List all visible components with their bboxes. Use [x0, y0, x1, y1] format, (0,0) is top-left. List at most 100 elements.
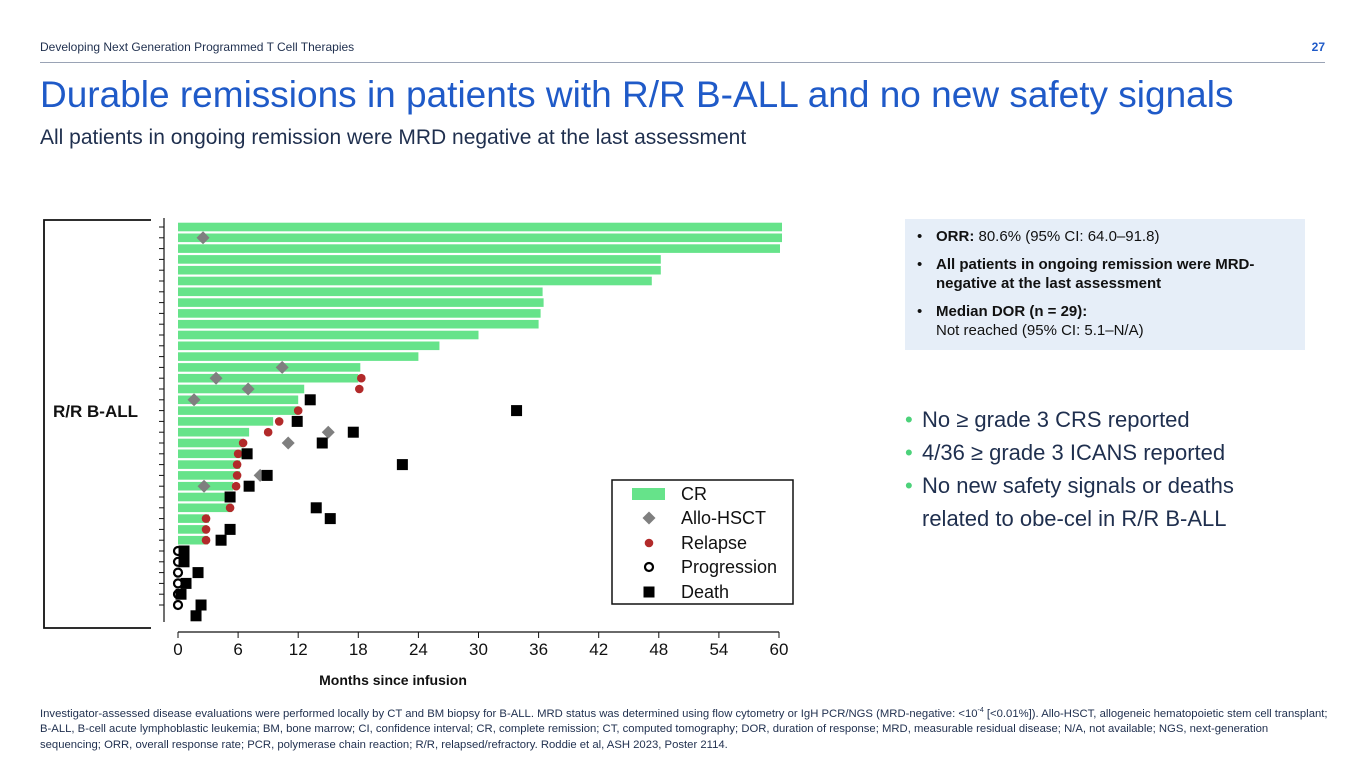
bullet-icon: • — [917, 303, 923, 320]
legend-progression-swatch — [643, 561, 655, 573]
death-marker — [511, 405, 523, 417]
x-tick-label: 36 — [529, 640, 548, 659]
progression-marker — [172, 599, 184, 611]
dor-bullet: • Median DOR (n = 29): Not reached (95% … — [917, 302, 1291, 340]
cr-bar — [178, 363, 361, 372]
cr-bar — [178, 287, 543, 297]
allo-hsct-marker — [321, 425, 335, 439]
death-marker — [324, 513, 336, 525]
cr-bar — [178, 417, 274, 426]
x-tick-label: 60 — [770, 640, 789, 659]
cr-bar — [178, 244, 781, 253]
legend-label: Death — [681, 582, 729, 602]
x-tick-label: 24 — [409, 640, 428, 659]
group-bracket-line — [43, 219, 151, 629]
relapse-marker — [263, 427, 273, 437]
safety-text: 4/36 ≥ grade 3 ICANS reported — [922, 440, 1226, 465]
cr-bar — [178, 265, 661, 275]
death-marker — [215, 534, 227, 546]
death-marker — [243, 480, 255, 492]
death-marker — [310, 502, 322, 514]
cr-bar — [178, 255, 661, 264]
death-marker — [261, 469, 273, 481]
safety-item-crs: • No ≥ grade 3 CRS reported — [905, 403, 1282, 436]
death-marker — [180, 577, 192, 589]
legend-label: CR — [681, 484, 707, 504]
death-marker — [316, 437, 328, 449]
legend-cr-swatch — [632, 488, 665, 500]
safety-item-icans: • 4/36 ≥ grade 3 ICANS reported — [905, 436, 1282, 469]
cr-bar — [178, 492, 234, 502]
orr-label: ORR: — [936, 228, 975, 245]
legend-label: Relapse — [681, 533, 747, 553]
cr-bar — [178, 449, 243, 459]
cr-bar — [178, 298, 544, 307]
response-summary-box: • ORR: 80.6% (95% CI: 64.0–91.8) • All p… — [905, 219, 1305, 350]
chart-axes: 0 6 12 18 24 30 36 42 48 54 60 Months since infusio… — [159, 218, 788, 688]
cr-bar — [178, 373, 359, 383]
dor-label: Median DOR (n = 29): — [936, 303, 1088, 320]
relapse-marker — [232, 460, 242, 469]
death-marker — [190, 610, 202, 622]
footnote-part1: Investigator-assessed disease evaluation… — [40, 707, 978, 720]
group-bracket: R/R B-ALL — [43, 219, 151, 629]
relapse-marker — [201, 514, 211, 523]
cr-bar — [178, 309, 541, 318]
x-tick-label: 48 — [649, 640, 668, 659]
dor-value: Not reached (95% CI: 5.1–N/A) — [936, 322, 1144, 339]
cr-bars — [178, 222, 783, 545]
cr-bar — [178, 460, 241, 469]
cr-bar — [178, 330, 479, 340]
header-divider — [40, 62, 1325, 63]
footnote-part2: [<0.01%]). Allo-HSCT, allogeneic hematop… — [40, 707, 1328, 751]
bullet-icon: • — [905, 407, 913, 432]
relapse-marker — [233, 449, 243, 459]
cr-bar — [178, 341, 440, 351]
cr-bar — [178, 438, 245, 448]
relapse-marker — [232, 471, 242, 480]
cr-bar — [178, 514, 210, 523]
allo-hsct-marker — [197, 479, 211, 493]
death-marker — [396, 459, 408, 471]
x-tick-label: 42 — [589, 640, 608, 659]
chart-legend: CR Allo-HSCT Relapse Progression Death — [611, 479, 794, 605]
x-tick-label: 0 — [173, 640, 182, 659]
group-label: R/R B-ALL — [53, 402, 138, 421]
event-markers — [172, 231, 523, 622]
death-marker — [178, 545, 190, 557]
allo-hsct-marker — [187, 393, 201, 407]
bullet-icon: • — [905, 473, 913, 498]
relapse-marker — [238, 438, 248, 448]
cr-bar — [178, 406, 299, 415]
cr-bar — [178, 319, 539, 329]
x-tick-label: 30 — [469, 640, 488, 659]
bullet-icon: • — [917, 228, 923, 245]
swimmer-chart: R/R B-ALL 0 6 12 18 24 30 36 42 48 54 60 Months sin… — [43, 218, 794, 688]
x-axis-label: Months since infusion — [319, 672, 467, 688]
cr-bar — [178, 503, 233, 513]
mrd-text: All patients in ongoing remission were M… — [936, 256, 1255, 292]
relapse-marker — [293, 406, 303, 415]
page-number: 27 — [1311, 40, 1325, 54]
x-tick-label: 6 — [233, 640, 242, 659]
slide-subtitle: All patients in ongoing remission were M… — [40, 126, 747, 149]
legend-death-swatch — [643, 586, 655, 598]
x-tick-label: 54 — [709, 640, 728, 659]
legend-label: Allo-HSCT — [681, 508, 766, 528]
x-tick-label: 18 — [349, 640, 368, 659]
death-marker — [291, 415, 303, 427]
legend-label: Progression — [681, 557, 777, 577]
legend-allo-swatch — [642, 511, 656, 525]
safety-item-signals: • No new safety signals or deaths related… — [905, 469, 1282, 535]
relapse-marker — [201, 525, 211, 534]
relapse-marker — [225, 503, 235, 513]
cr-bar — [178, 535, 209, 545]
cr-bar — [178, 352, 419, 361]
bullet-icon: • — [917, 256, 923, 273]
allo-hsct-marker — [275, 360, 289, 374]
cr-bar — [178, 471, 241, 480]
death-marker — [192, 567, 204, 579]
death-marker — [178, 556, 190, 568]
cr-bar — [178, 395, 299, 405]
legend-frame — [611, 479, 794, 605]
